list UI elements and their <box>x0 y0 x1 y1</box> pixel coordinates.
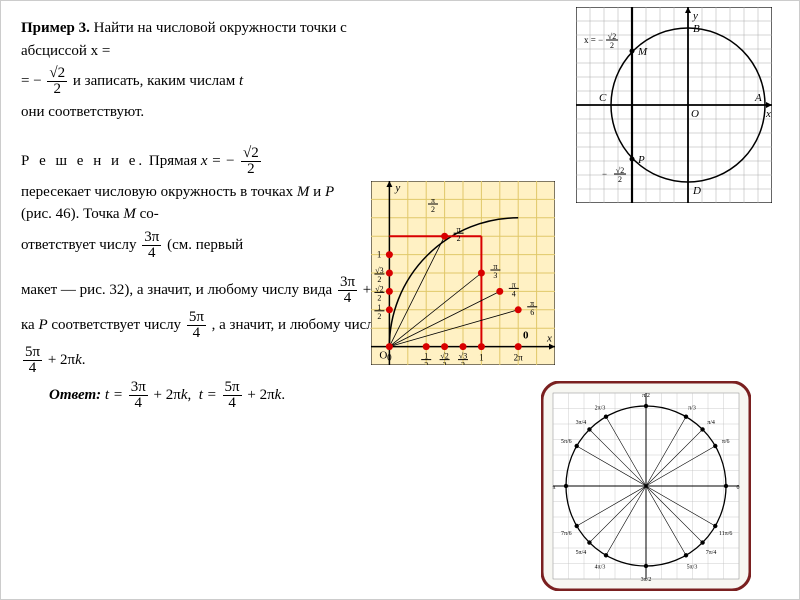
svg-text:4: 4 <box>512 289 516 298</box>
svg-text:3π/2: 3π/2 <box>641 577 652 583</box>
sol-text-4: ответствует числу <box>21 236 137 252</box>
frac-sqrt2-over-2-b: √2 2 <box>241 146 261 177</box>
sol-text-5: (см. первый <box>167 236 243 252</box>
svg-text:2: 2 <box>457 234 461 243</box>
figure-middle-quadrant: yxO12√22√321012√22√3212ππ6π4π3π2π20 <box>371 181 555 365</box>
point-p: P <box>325 184 334 200</box>
svg-text:D: D <box>692 185 701 197</box>
svg-text:6: 6 <box>530 308 534 317</box>
solution-label: Р е ш е н и е. <box>21 152 145 168</box>
svg-text:5π/6: 5π/6 <box>561 439 572 445</box>
svg-text:π/6: π/6 <box>722 439 730 445</box>
sol-text-6: макет — рис. 32), а значит, и любому чис… <box>21 281 332 297</box>
svg-text:1: 1 <box>479 353 484 363</box>
sol-text-2: пересекает числовую окружность в точках <box>21 184 293 200</box>
problem-var-t: t <box>239 73 243 89</box>
svg-text:P: P <box>637 154 645 166</box>
svg-text:2π/3: 2π/3 <box>595 405 606 411</box>
svg-text:x: x <box>765 108 771 120</box>
answer-t2: t = <box>199 386 217 402</box>
frac-5pi4-b: 5π 4 <box>23 345 42 376</box>
figure-top-right-circle: yxOABCDMPx = − √22− √22 <box>576 7 772 203</box>
svg-text:4π/3: 4π/3 <box>595 565 606 571</box>
answer-t1: t = <box>105 386 123 402</box>
answer-sep: , <box>188 386 192 402</box>
figure-unit-circle: 0 π/6 π/4 π/3 π/2 2π/3 3π/4 5π/6 π 7π/6 5π/4 4π/3 3π… <box>541 381 751 591</box>
period-3: + 2π <box>154 386 181 402</box>
page: Пример 3. Найти на числовой окружности т… <box>0 0 800 600</box>
svg-text:2: 2 <box>431 205 435 214</box>
period-4: + 2π <box>247 386 274 402</box>
problem-text-2: и записать, каким числам <box>73 73 235 89</box>
svg-text:M: M <box>637 46 648 58</box>
svg-text:7π/4: 7π/4 <box>706 550 717 556</box>
sol-text-3: со- <box>140 206 159 222</box>
and-word: и <box>313 184 321 200</box>
svg-text:2: 2 <box>424 361 428 365</box>
svg-text:2: 2 <box>377 293 381 302</box>
answer-end: . <box>281 386 285 402</box>
svg-text:2: 2 <box>461 361 465 365</box>
point-p-b: P <box>38 316 47 332</box>
example-label: Пример 3. <box>21 20 90 36</box>
svg-text:2: 2 <box>377 312 381 321</box>
svg-text:π/2: π/2 <box>642 393 650 399</box>
svg-text:0: 0 <box>387 353 392 363</box>
svg-text:O: O <box>691 108 699 120</box>
problem-eq-prefix: = − <box>21 73 42 89</box>
frac-sqrt2-over-2: √2 2 <box>47 66 67 97</box>
svg-text:y: y <box>692 10 698 22</box>
frac-5pi4: 5π 4 <box>187 310 206 341</box>
svg-text:5π/4: 5π/4 <box>576 550 587 556</box>
problem-eq-lhs: x = <box>91 43 111 59</box>
svg-text:0: 0 <box>523 330 529 342</box>
point-m-b: M <box>123 206 136 222</box>
answer-end-a: . <box>82 351 86 367</box>
svg-text:7π/6: 7π/6 <box>561 531 572 537</box>
svg-text:2: 2 <box>443 361 447 365</box>
kvar-2: k <box>75 351 82 367</box>
svg-text:C: C <box>599 92 607 104</box>
svg-text:π/4: π/4 <box>707 420 715 426</box>
svg-text:2: 2 <box>618 175 622 184</box>
svg-text:x: x <box>546 333 552 345</box>
kvar-3: k <box>181 386 188 402</box>
frac-3pi4-c: 3π 4 <box>129 380 148 411</box>
svg-text:y: y <box>394 182 400 194</box>
svg-text:x = −: x = − <box>584 35 603 45</box>
point-m: M <box>297 184 310 200</box>
problem-statement: Пример 3. Найти на числовой окружности т… <box>21 17 351 124</box>
svg-text:5π/3: 5π/3 <box>687 565 698 571</box>
svg-text:3: 3 <box>493 271 497 280</box>
problem-text-3: они соответствуют. <box>21 101 351 124</box>
svg-text:3π/4: 3π/4 <box>576 420 587 426</box>
solution-block: Р е ш е н и е. Прямая x = − √2 2 пересек… <box>21 146 351 261</box>
sol-text-9: соответствует числу <box>51 316 181 332</box>
svg-text:−: − <box>602 169 607 179</box>
svg-text:1: 1 <box>377 250 382 260</box>
svg-text:B: B <box>693 23 700 35</box>
svg-text:2: 2 <box>610 41 614 50</box>
frac-3pi4: 3π 4 <box>142 230 161 261</box>
svg-text:2π: 2π <box>514 353 524 363</box>
frac-5pi4-c: 5π 4 <box>223 380 242 411</box>
svg-text:11π/6: 11π/6 <box>719 531 732 537</box>
svg-text:0: 0 <box>737 485 740 491</box>
sol-eq-lhs: x = − <box>201 152 235 168</box>
sol-text-8: ка <box>21 316 35 332</box>
answer-label: Ответ: <box>49 386 101 402</box>
svg-text:π/3: π/3 <box>688 405 696 411</box>
period-2: + 2π <box>48 351 75 367</box>
svg-text:A: A <box>754 92 762 104</box>
fig-ref: (рис. 46). Точка <box>21 206 120 222</box>
frac-3pi4-b: 3π 4 <box>338 275 357 306</box>
svg-text:π: π <box>552 485 555 491</box>
svg-text:2: 2 <box>377 275 381 284</box>
sol-text-1: Прямая <box>149 152 197 168</box>
